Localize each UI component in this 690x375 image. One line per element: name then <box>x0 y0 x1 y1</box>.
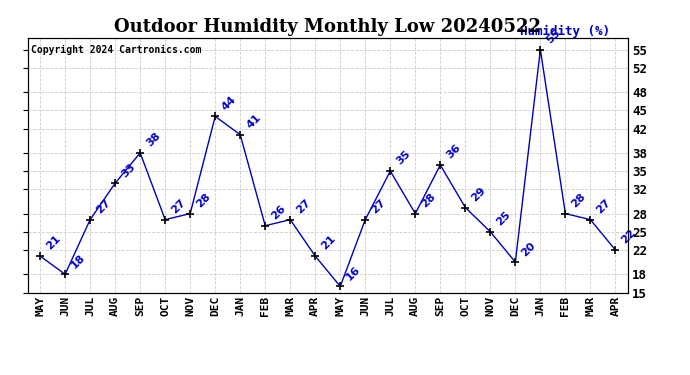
Text: 27: 27 <box>295 198 313 216</box>
Text: 55: 55 <box>544 28 562 45</box>
Text: 20: 20 <box>520 240 538 258</box>
Text: Copyright 2024 Cartronics.com: Copyright 2024 Cartronics.com <box>30 45 201 55</box>
Title: Outdoor Humidity Monthly Low 20240522: Outdoor Humidity Monthly Low 20240522 <box>115 18 541 36</box>
Text: 35: 35 <box>395 149 413 167</box>
Text: 29: 29 <box>469 185 488 203</box>
Text: 18: 18 <box>69 252 88 270</box>
Text: 27: 27 <box>595 198 613 216</box>
Text: 22: 22 <box>620 228 638 246</box>
Text: 28: 28 <box>195 191 213 209</box>
Text: 41: 41 <box>244 112 262 130</box>
Text: 27: 27 <box>169 198 188 216</box>
Text: 25: 25 <box>495 210 513 228</box>
Text: 26: 26 <box>269 203 288 222</box>
Text: 21: 21 <box>319 234 337 252</box>
Text: 36: 36 <box>444 143 462 161</box>
Text: 44: 44 <box>219 94 237 112</box>
Text: 21: 21 <box>44 234 62 252</box>
Text: 33: 33 <box>119 161 137 179</box>
Text: Humidity (%): Humidity (%) <box>520 24 610 38</box>
Text: 38: 38 <box>144 131 162 149</box>
Text: 27: 27 <box>369 198 388 216</box>
Text: 27: 27 <box>95 198 112 216</box>
Text: 16: 16 <box>344 264 362 282</box>
Text: 28: 28 <box>569 191 588 209</box>
Text: 28: 28 <box>420 191 437 209</box>
